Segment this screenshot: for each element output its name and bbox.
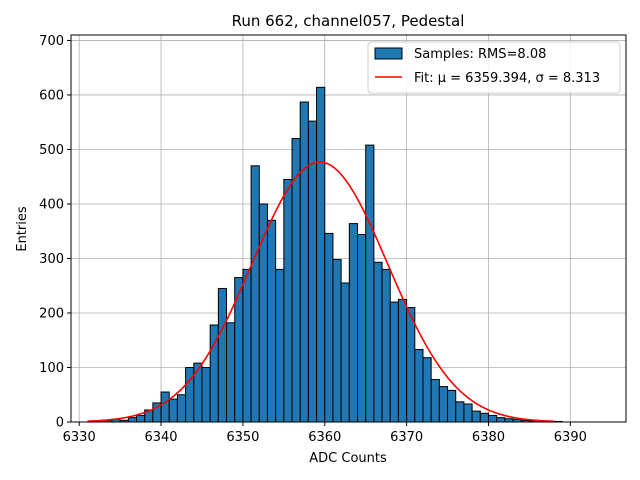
histogram-bar <box>389 301 399 423</box>
fit-curve-layer <box>87 161 554 423</box>
chart-title: Run 662, channel057, Pedestal <box>232 12 465 30</box>
histogram-bar <box>201 366 211 423</box>
y-tick-label: 200 <box>39 306 64 321</box>
y-tick-label: 500 <box>39 143 64 158</box>
legend-samples-label: Samples: RMS=8.08 <box>414 47 546 62</box>
x-tick-label: 6360 <box>308 430 341 445</box>
histogram-bar <box>275 268 285 423</box>
legend-box <box>367 41 621 94</box>
legend-fit-label: Fit: μ = 6359.394, σ = 8.313 <box>414 71 600 86</box>
histogram-bar <box>381 268 391 423</box>
x-tick-label: 6350 <box>226 430 259 445</box>
histogram-bar <box>324 232 334 423</box>
histogram-bar <box>430 378 440 423</box>
histogram-bar <box>283 178 293 423</box>
y-axis-ticks: 0 100 200 300 400 500 600 700 <box>39 34 71 431</box>
histogram-bar <box>406 307 416 423</box>
histogram-bar <box>250 165 260 423</box>
y-tick-label: 400 <box>39 197 64 212</box>
histogram-bar <box>479 412 489 423</box>
histogram-bars <box>95 86 563 423</box>
histogram-bar <box>307 120 318 423</box>
legend: Samples: RMS=8.08 Fit: μ = 6359.394, σ =… <box>367 41 621 94</box>
histogram-bar <box>447 389 457 423</box>
histogram-bar <box>348 223 359 423</box>
y-tick-label: 0 <box>56 416 64 431</box>
histogram-bar <box>168 398 178 423</box>
histogram-bar <box>242 268 252 423</box>
y-tick-label: 300 <box>39 252 64 267</box>
grid-layer <box>71 35 626 423</box>
histogram-bar <box>340 282 350 423</box>
histogram-bar <box>127 417 137 423</box>
histogram-bar <box>365 144 375 423</box>
histogram-bar <box>397 298 408 423</box>
histogram-bar <box>160 391 170 423</box>
x-axis-ticks: 6330 6340 6350 6360 6370 6380 6390 <box>63 422 587 445</box>
y-tick-label: 600 <box>39 88 64 103</box>
histogram-bar <box>332 259 342 423</box>
histogram-bar <box>463 403 473 423</box>
x-tick-label: 6340 <box>144 430 177 445</box>
histogram-bar <box>438 386 449 423</box>
histogram-bar <box>316 86 326 423</box>
x-tick-label: 6380 <box>472 430 505 445</box>
histogram-bar <box>193 362 203 423</box>
histogram-bar <box>471 410 481 423</box>
histogram-bar <box>176 394 187 423</box>
y-tick-label: 700 <box>39 34 64 49</box>
histogram-bar <box>373 261 383 423</box>
histogram-bar <box>357 233 367 423</box>
histogram-bar <box>422 357 432 423</box>
x-tick-label: 6370 <box>390 430 423 445</box>
y-tick-label: 100 <box>39 361 64 376</box>
x-tick-label: 6330 <box>63 430 96 445</box>
histogram-bar <box>299 101 309 423</box>
histogram-bar <box>217 287 228 423</box>
histogram-bar <box>135 414 146 423</box>
legend-samples-patch <box>374 47 403 60</box>
histogram-bar <box>487 414 498 423</box>
y-axis-label: Entries <box>15 206 30 252</box>
x-tick-label: 6390 <box>554 430 587 445</box>
x-axis-label: ADC Counts <box>309 451 387 466</box>
plot-frame <box>70 34 627 423</box>
histogram-bar <box>496 417 506 423</box>
histogram-bar <box>414 349 424 423</box>
histogram-bar <box>266 219 277 423</box>
histogram-bar <box>455 401 465 423</box>
fit-curve <box>87 161 554 423</box>
histogram-bar <box>226 322 236 423</box>
